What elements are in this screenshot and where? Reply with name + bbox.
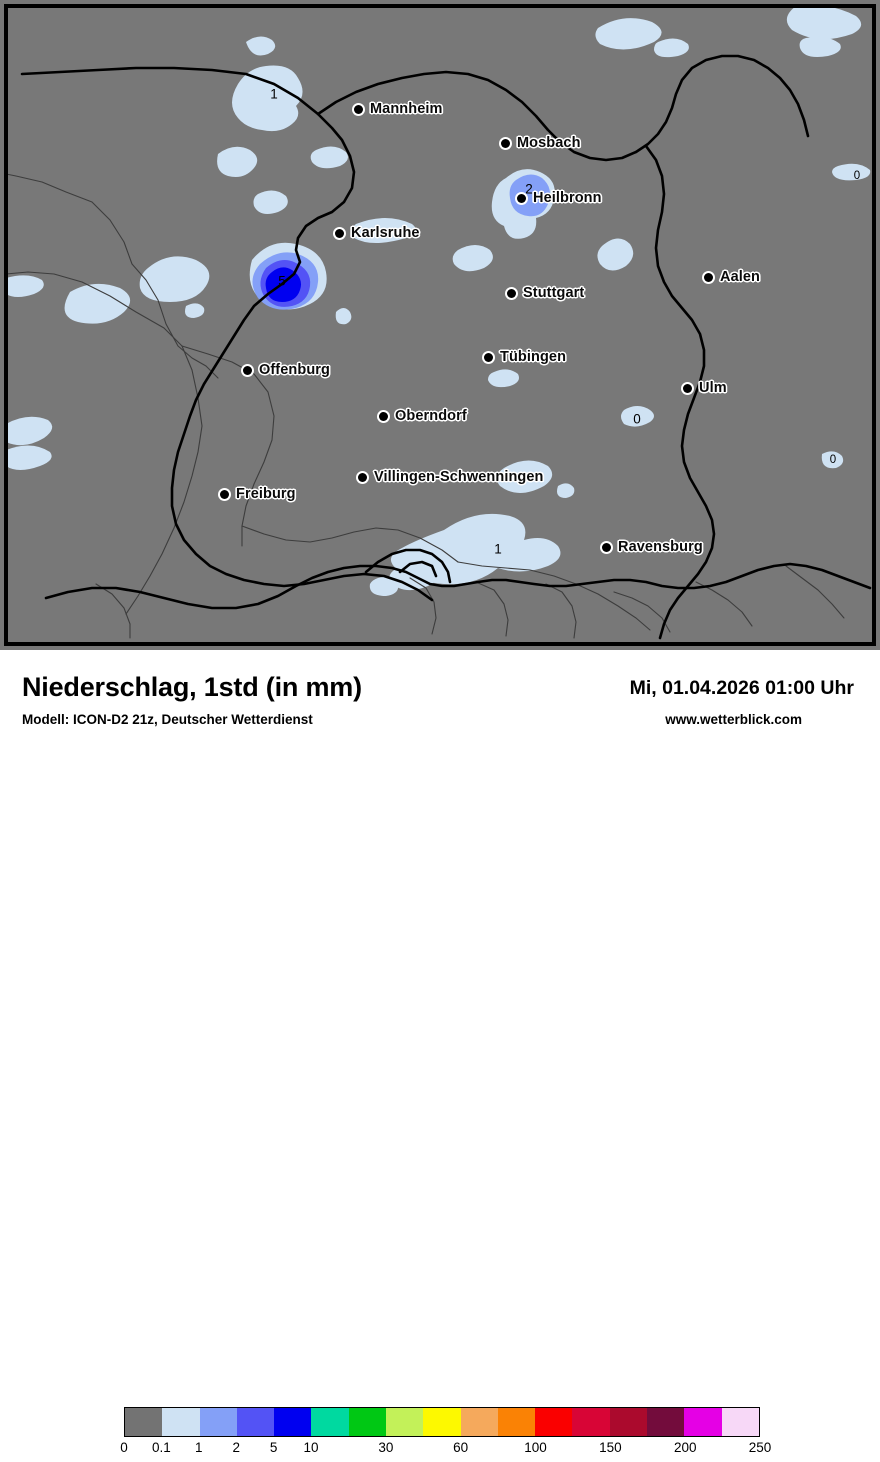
colorbar-tick: 60 bbox=[453, 1440, 469, 1455]
colorbar-tick: 0.1 bbox=[152, 1440, 171, 1455]
valid-datetime: Mi, 01.04.2026 01:00 Uhr bbox=[629, 677, 854, 699]
website-label: www.wetterblick.com bbox=[665, 712, 802, 727]
colorbar-tick: 30 bbox=[378, 1440, 394, 1455]
colorbar-tick: 150 bbox=[599, 1440, 622, 1455]
region-borders bbox=[6, 173, 845, 639]
colorbar-tick: 2 bbox=[232, 1440, 241, 1455]
colorbar-tick: 200 bbox=[673, 1440, 697, 1455]
map-frame[interactable]: .precip-l1{fill:#cfe2f3;} .precip-l2{fil… bbox=[4, 4, 876, 646]
colorbar-segment[interactable] bbox=[125, 1408, 163, 1436]
colorbar-segment[interactable] bbox=[274, 1408, 312, 1436]
colorbar[interactable]: 0 0.1 1 2 5 10 30 60 100 150 200 250 bbox=[120, 1407, 771, 1455]
colorbar-segment[interactable] bbox=[535, 1408, 573, 1436]
colorbar-segment[interactable] bbox=[572, 1408, 610, 1436]
colorbar-tick: 100 bbox=[524, 1440, 547, 1455]
page-title: Niederschlag, 1std (in mm) bbox=[22, 672, 362, 702]
colorbar-segment[interactable] bbox=[721, 1408, 759, 1436]
colorbar-gradient[interactable] bbox=[124, 1407, 760, 1437]
footer-panel: Niederschlag, 1std (in mm) Modell: ICON-… bbox=[0, 650, 880, 1455]
map-panel[interactable]: .precip-l1{fill:#cfe2f3;} .precip-l2{fil… bbox=[0, 0, 880, 650]
colorbar-segment[interactable] bbox=[348, 1408, 386, 1436]
colorbar-tick: 10 bbox=[303, 1440, 319, 1455]
colorbar-tick: 5 bbox=[269, 1440, 278, 1455]
colorbar-segment[interactable] bbox=[162, 1408, 200, 1436]
colorbar-tick: 1 bbox=[195, 1440, 203, 1455]
colorbar-segment[interactable] bbox=[646, 1408, 685, 1436]
map-canvas: .precip-l1{fill:#cfe2f3;} .precip-l2{fil… bbox=[6, 6, 874, 644]
colorbar-segment[interactable] bbox=[423, 1408, 461, 1436]
colorbar-segment[interactable] bbox=[311, 1408, 349, 1436]
colorbar-segment[interactable] bbox=[684, 1408, 722, 1436]
colorbar-segment[interactable] bbox=[460, 1408, 498, 1436]
map-outline bbox=[6, 6, 874, 644]
model-subtitle: Modell: ICON-D2 21z, Deutscher Wetterdie… bbox=[22, 712, 313, 727]
colorbar-segment[interactable] bbox=[609, 1408, 647, 1436]
colorbar-tick: 250 bbox=[748, 1440, 772, 1455]
colorbar-segment[interactable] bbox=[199, 1408, 237, 1436]
country-borders bbox=[20, 54, 872, 640]
colorbar-tick-labels: 0 0.1 1 2 5 10 30 60 100 150 200 250 bbox=[120, 1440, 771, 1462]
colorbar-segment[interactable] bbox=[497, 1408, 536, 1436]
colorbar-segment[interactable] bbox=[385, 1408, 424, 1436]
colorbar-segment[interactable] bbox=[236, 1408, 275, 1436]
colorbar-tick: 0 bbox=[120, 1440, 128, 1455]
